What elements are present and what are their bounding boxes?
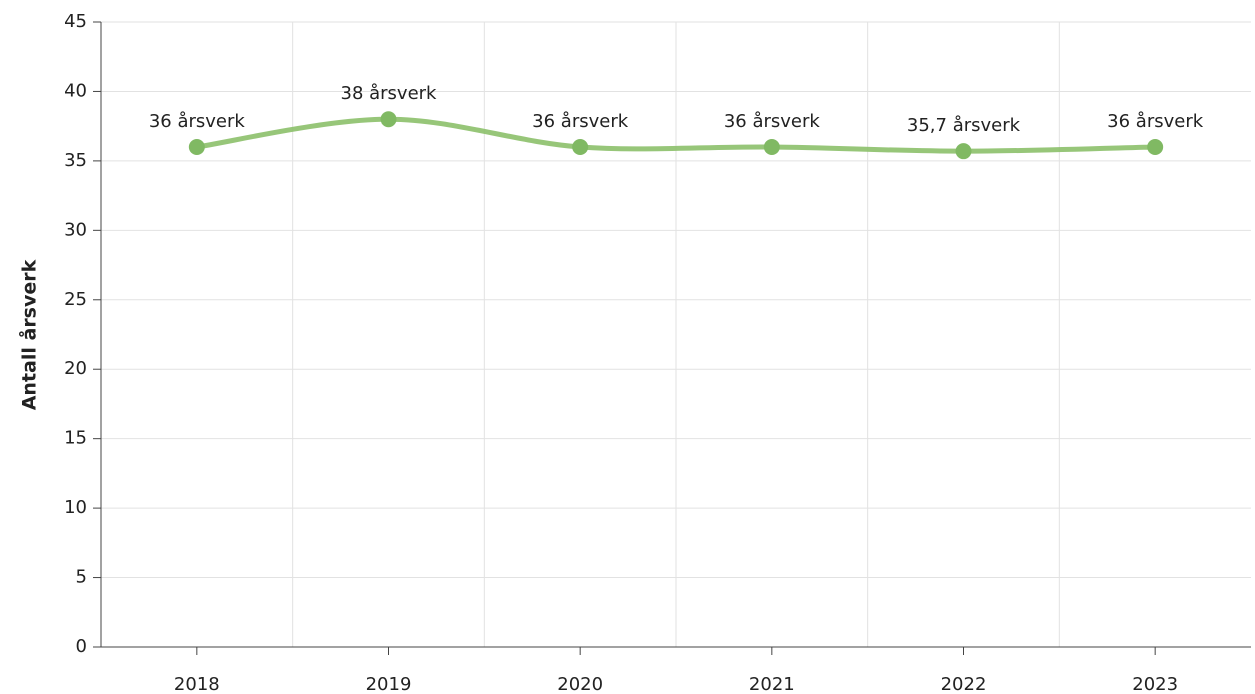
x-tick-label: 2020 [557, 674, 603, 694]
series-line [194, 116, 1158, 154]
y-tick-label: 0 [76, 636, 87, 657]
data-label: 35,7 årsverk [907, 115, 1021, 136]
data-label: 36 årsverk [724, 111, 821, 132]
data-point [572, 139, 589, 155]
y-tick-label: 25 [64, 289, 87, 310]
x-tick-label: 2019 [366, 674, 412, 694]
data-label: 36 årsverk [149, 111, 246, 132]
y-tick-label: 35 [64, 150, 87, 171]
x-tick-label: 2021 [749, 674, 795, 694]
x-tick-label: 2022 [941, 674, 987, 694]
data-label: 38 årsverk [341, 83, 438, 104]
y-tick-label: 30 [64, 219, 87, 240]
data-label: 36 årsverk [532, 111, 629, 132]
x-tick-label: 2018 [174, 674, 220, 694]
data-point [380, 111, 397, 128]
y-tick-label: 20 [64, 358, 87, 379]
y-tick-label: 45 [64, 11, 87, 32]
y-tick-label: 10 [64, 497, 87, 518]
y-tick-label: 15 [64, 428, 87, 449]
data-label: 36 årsverk [1107, 111, 1204, 132]
x-tick-label: 2023 [1132, 674, 1178, 694]
data-point [188, 139, 205, 155]
y-tick-label: 5 [76, 567, 87, 588]
data-point [955, 143, 972, 160]
data-point [1147, 139, 1164, 155]
y-tick-label: 40 [64, 80, 87, 101]
data-point [763, 139, 780, 155]
y-axis-label: Antall årsverk [17, 259, 41, 410]
